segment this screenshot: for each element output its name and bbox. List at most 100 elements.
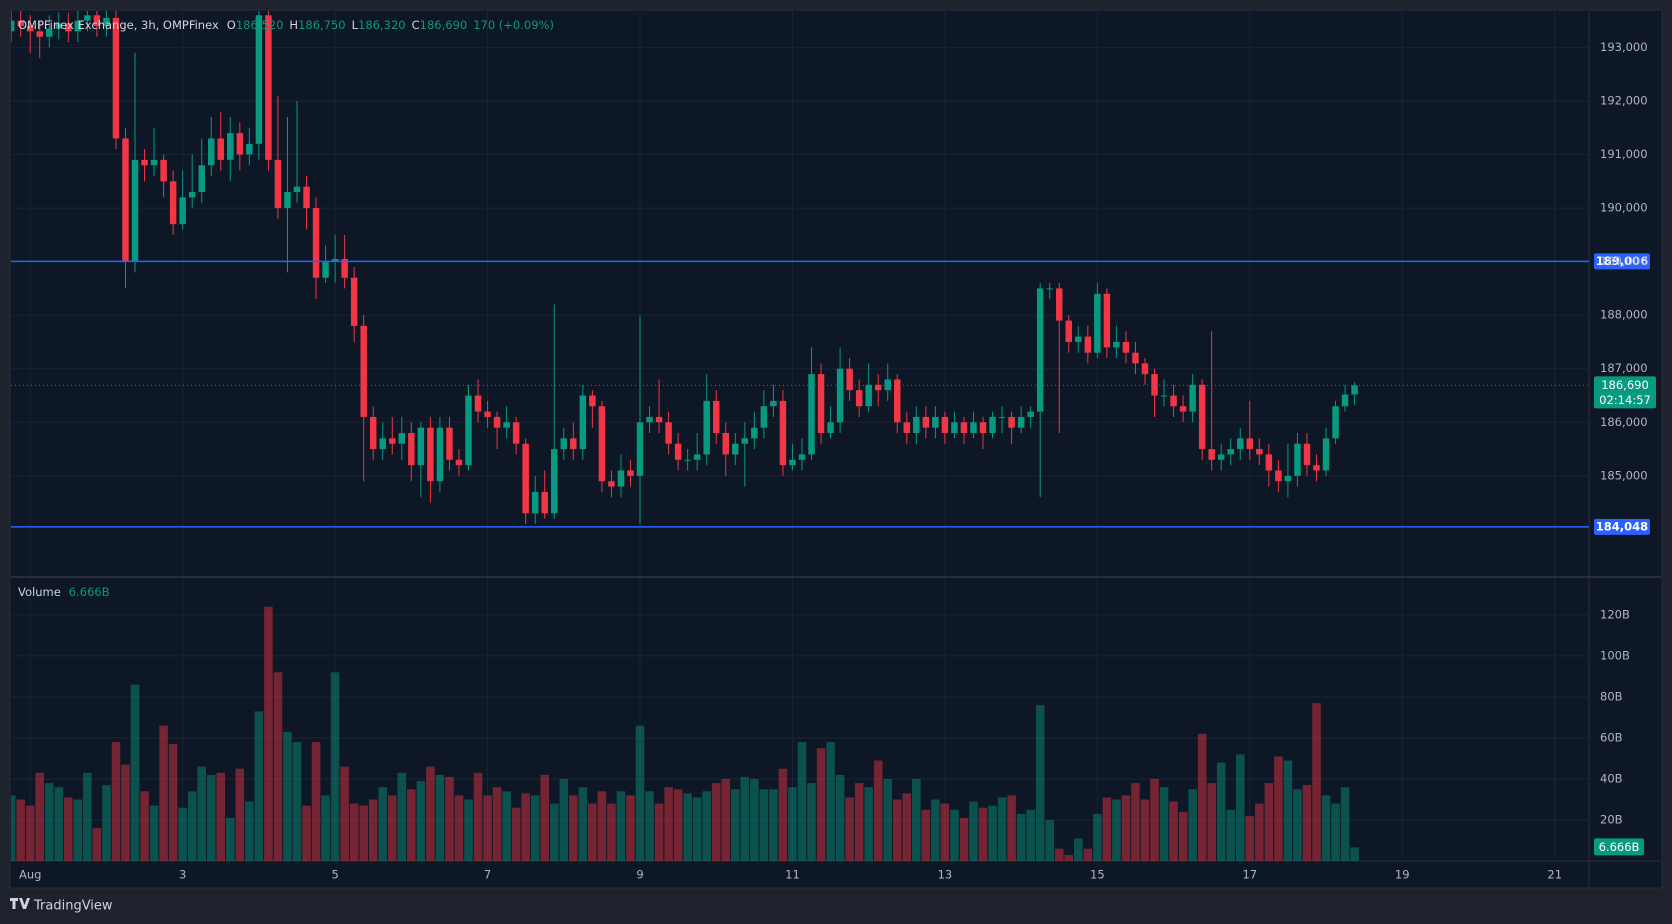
- ohlc-key: C: [412, 18, 420, 32]
- y-tick-label: 190,000: [1600, 201, 1648, 215]
- candle-body: [389, 438, 396, 444]
- volume-bar: [1016, 813, 1026, 861]
- candle-body: [1275, 470, 1282, 482]
- volume-bar: [950, 809, 959, 861]
- candle-body: [169, 181, 177, 225]
- candle-body: [1198, 384, 1206, 450]
- candle-body: [1084, 336, 1092, 353]
- candle-body: [1151, 374, 1158, 396]
- candle-body: [255, 15, 263, 144]
- candle-body: [798, 454, 806, 460]
- volume-bar: [64, 797, 73, 861]
- volume-bar: [368, 799, 378, 861]
- candle-body: [1094, 293, 1101, 353]
- volume-tick-label: 40B: [1600, 771, 1623, 785]
- candle-body: [1141, 363, 1149, 375]
- volume-bar: [454, 795, 464, 861]
- legend-header: OMPFinex Exchange, 3h, OMPFinex O186,520 H…: [18, 18, 554, 32]
- volume-bar: [750, 778, 759, 861]
- candle-body: [551, 449, 558, 514]
- volume-bar: [826, 742, 835, 861]
- candle-body: [84, 15, 91, 21]
- volume-bar: [626, 795, 635, 861]
- volume-bar: [226, 817, 235, 861]
- volume-bar: [140, 791, 149, 861]
- candle-body: [722, 433, 729, 455]
- candle-body: [46, 28, 53, 37]
- candle-body: [1322, 438, 1330, 471]
- candle-body: [1160, 395, 1168, 397]
- volume-bar: [292, 742, 302, 861]
- volume-bar: [559, 778, 569, 861]
- volume-bar: [1150, 778, 1159, 861]
- candle-body: [1294, 443, 1301, 476]
- volume-bar: [1140, 799, 1150, 861]
- volume-bar: [769, 789, 778, 861]
- volume-bar: [387, 795, 397, 861]
- candle-body: [1313, 465, 1320, 471]
- volume-bar: [864, 787, 873, 861]
- candle-body: [131, 159, 139, 262]
- volume-bar: [321, 795, 330, 861]
- candle-body: [1113, 341, 1120, 348]
- volume-bar: [1302, 785, 1312, 861]
- candle-body: [855, 390, 863, 407]
- candle-body: [989, 416, 996, 434]
- volume-bar: [1064, 854, 1074, 861]
- volume-tick-label: 20B: [1600, 812, 1623, 826]
- volume-bar: [588, 803, 597, 861]
- volume-bar: [1026, 809, 1035, 861]
- volume-bar: [168, 744, 178, 861]
- volume-bar: [83, 772, 92, 861]
- volume-bar: [597, 791, 607, 861]
- candle-body: [808, 374, 815, 455]
- volume-bar: [407, 789, 416, 861]
- volume-value: 6.666B: [69, 585, 110, 599]
- x-tick-label: 11: [785, 868, 800, 882]
- volume-bar: [807, 783, 816, 861]
- level-label: 189,006: [1596, 254, 1648, 268]
- candle-body: [1008, 416, 1015, 428]
- candle-body: [1027, 411, 1034, 417]
- volume-bar: [683, 793, 692, 861]
- candle-body: [427, 427, 434, 482]
- candle-body: [1065, 320, 1073, 342]
- candle-body: [779, 400, 787, 466]
- candle-body: [598, 406, 606, 482]
- candle-body: [1246, 438, 1254, 450]
- volume-bar: [711, 783, 721, 861]
- candle-body: [1170, 395, 1177, 407]
- x-tick-label: Aug: [19, 868, 41, 882]
- volume-bar: [16, 799, 25, 861]
- volume-bar: [311, 742, 321, 861]
- symbol: OMPFinex Exchange, 3h, OMPFinex: [18, 18, 219, 32]
- candle-body: [932, 416, 939, 428]
- volume-bar: [197, 766, 207, 861]
- candle-body: [265, 15, 272, 160]
- ohlc-value: 186,750: [298, 18, 346, 32]
- volume-bar: [1226, 809, 1236, 861]
- y-tick-label: 188,000: [1600, 308, 1648, 322]
- x-tick-label: 7: [484, 868, 491, 882]
- volume-bar: [759, 789, 769, 861]
- brand-name: TradingView: [33, 899, 113, 914]
- candle-body: [465, 395, 472, 466]
- volume-bar: [816, 748, 826, 861]
- volume-bar: [1074, 838, 1083, 861]
- ohlc-key: O: [227, 18, 236, 32]
- candle-body: [360, 325, 367, 417]
- candle-body: [369, 416, 377, 450]
- volume-bar: [1321, 795, 1331, 861]
- candle-body: [446, 427, 453, 460]
- candle-body: [1284, 475, 1292, 482]
- volume-tick-label: 80B: [1600, 689, 1623, 703]
- candle-body: [503, 422, 510, 428]
- x-tick-label: 15: [1090, 868, 1105, 882]
- volume-bar: [969, 801, 978, 861]
- y-tick-label: 192,000: [1600, 93, 1648, 107]
- candle-body: [160, 159, 167, 182]
- volume-bar: [797, 742, 807, 861]
- volume-bar: [1178, 811, 1188, 861]
- candle-body: [341, 258, 348, 278]
